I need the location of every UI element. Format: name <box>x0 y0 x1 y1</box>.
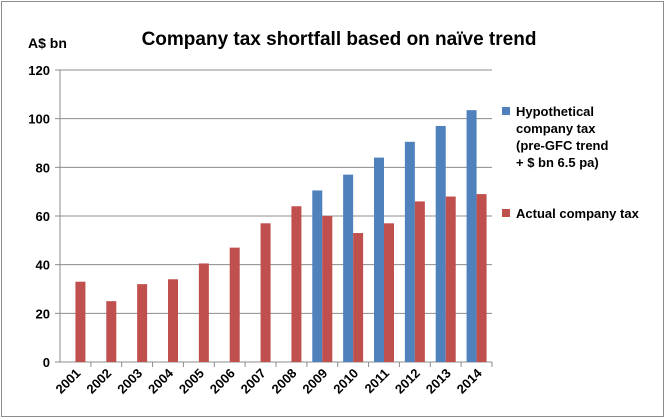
y-tick-label: 80 <box>36 160 50 175</box>
bar-hypothetical-2012 <box>404 141 415 362</box>
legend-swatch-actual <box>502 209 510 217</box>
bars <box>75 110 487 363</box>
bar-actual-2004 <box>168 279 178 362</box>
x-tick-label: 2004 <box>145 365 177 397</box>
x-tick-labels: 2001 2002 2003 2004 2005 2006 2007 2008 2009 2010… <box>52 365 485 397</box>
bar-actual-2007 <box>260 223 271 362</box>
bar-actual-2009 <box>322 216 333 362</box>
y-unit-label: A$ bn <box>28 35 67 51</box>
bar-actual-2014 <box>476 194 487 362</box>
y-tick-label: 20 <box>36 306 50 321</box>
bar-actual-2013 <box>445 196 456 362</box>
chart-title: Company tax shortfall based on naïve tre… <box>142 29 537 50</box>
bar-actual-2005 <box>198 263 209 362</box>
y-tick-label: 40 <box>36 258 50 273</box>
x-tick-label: 2009 <box>299 366 330 397</box>
bar-actual-2010 <box>353 233 364 362</box>
y-tick-label: 60 <box>36 209 50 224</box>
legend-label: Hypothetical <box>516 104 594 119</box>
bar-actual-2008 <box>291 206 302 362</box>
bar-actual-2012 <box>414 201 425 362</box>
y-tick-label: 100 <box>28 112 50 127</box>
legend-label: + $ bn 6.5 pa) <box>516 155 599 170</box>
y-tick-label: 120 <box>28 63 50 78</box>
x-tick-label: 2010 <box>330 366 361 397</box>
legend-swatch-hypothetical <box>502 107 510 115</box>
x-tick-label: 2002 <box>83 366 114 397</box>
bar-actual-2011 <box>384 223 394 362</box>
y-tick-label: 0 <box>43 355 50 370</box>
y-tick-labels: 0 20 40 60 80 100 120 <box>28 63 50 370</box>
bar-actual-2001 <box>75 281 86 362</box>
x-tick-label: 2006 <box>207 366 238 397</box>
x-tick-label: 2008 <box>268 366 299 397</box>
x-tick-label: 2005 <box>176 366 207 397</box>
bar-hypothetical-2009 <box>312 190 323 362</box>
bar-actual-2003 <box>137 284 148 362</box>
legend-label: Actual company tax <box>516 206 640 221</box>
bar-hypothetical-2014 <box>466 110 477 363</box>
x-tick-label: 2014 <box>454 365 486 397</box>
bar-hypothetical-2013 <box>435 125 446 362</box>
bar-actual-2006 <box>229 247 240 362</box>
legend: Hypothetical company tax (pre-GFC trend + $… <box>502 104 640 221</box>
legend-label: company tax <box>516 121 596 136</box>
bar-hypothetical-2010 <box>343 174 354 362</box>
gridlines <box>55 69 493 367</box>
x-tick-label: 2001 <box>52 366 83 397</box>
x-tick-label: 2003 <box>114 366 145 397</box>
x-tick-label: 2007 <box>238 366 269 397</box>
bar-actual-2002 <box>106 301 117 362</box>
x-tick-label: 2011 <box>362 366 393 397</box>
x-tick-label: 2012 <box>392 366 423 397</box>
legend-label: (pre-GFC trend <box>516 138 609 153</box>
x-tick-label: 2013 <box>423 366 454 397</box>
bar-hypothetical-2011 <box>374 157 384 362</box>
